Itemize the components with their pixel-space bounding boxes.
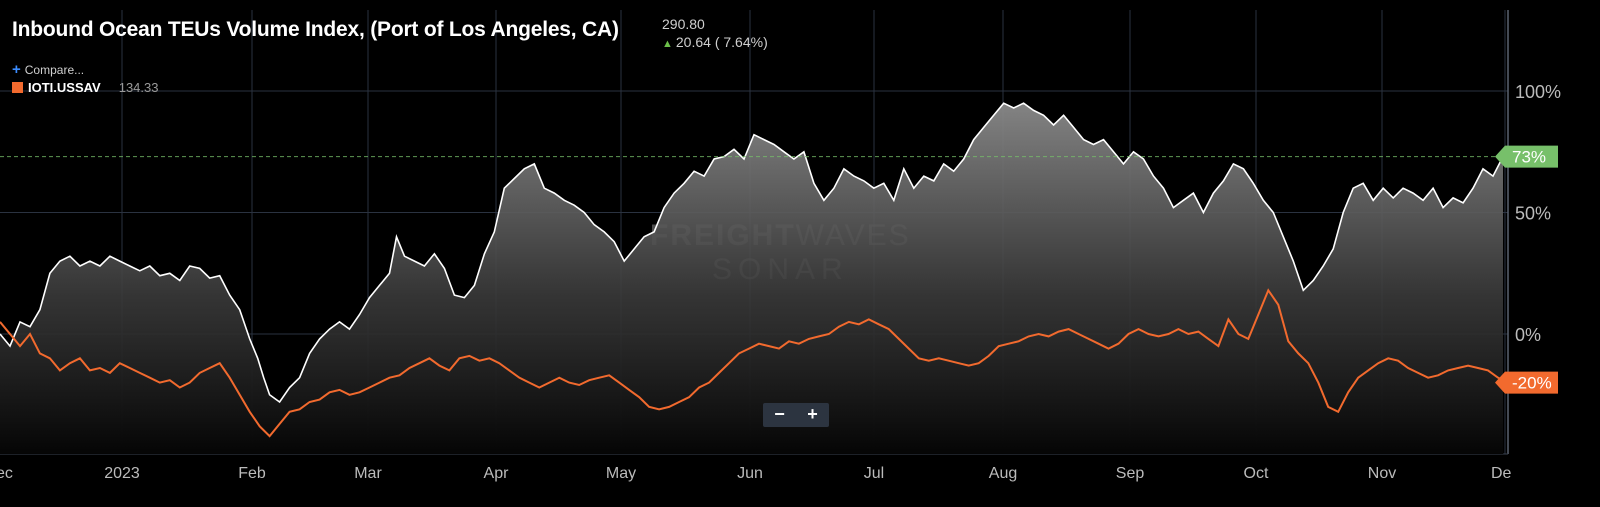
x-tick-label: Jun <box>737 465 763 482</box>
y-tick-label: 100% <box>1515 82 1561 102</box>
end-marker-white-bg <box>1495 145 1558 168</box>
x-tick-label: Sep <box>1116 465 1145 482</box>
x-tick-label: ec <box>0 465 13 482</box>
plus-icon: + <box>12 61 21 78</box>
last-value: 290.80 <box>662 16 705 32</box>
x-tick-label: Oct <box>1244 465 1269 482</box>
series-legend-item[interactable]: IOTI.USSAV 134.33 <box>12 80 158 95</box>
compare-button[interactable]: + Compare... <box>12 61 84 78</box>
series-value: 134.33 <box>118 80 159 95</box>
zoom-in-button[interactable]: + <box>807 404 818 424</box>
change-text: 20.64 ( 7.64%) <box>675 34 768 50</box>
orange-swatch-icon <box>12 82 23 93</box>
x-tick-label: Nov <box>1368 465 1396 482</box>
end-marker-white-label: 73% <box>1512 148 1546 167</box>
x-tick-label: Apr <box>484 465 510 482</box>
x-tick-label: De <box>1491 465 1512 482</box>
x-tick-label: Mar <box>354 465 382 482</box>
x-tick-label: Aug <box>989 465 1017 482</box>
zoom-controls: − + <box>763 403 829 427</box>
end-marker-orange-bg <box>1495 371 1558 394</box>
up-arrow-icon: ▲ <box>662 38 673 50</box>
change-value: ▲ 20.64 ( 7.64%) <box>662 34 768 50</box>
series-white-area <box>0 103 1504 454</box>
zoom-out-button[interactable]: − <box>774 404 785 424</box>
x-tick-label: 2023 <box>104 465 140 482</box>
y-tick-label: 50% <box>1515 204 1551 224</box>
series-name: IOTI.USSAV <box>28 80 101 95</box>
series-orange-line <box>0 288 1509 438</box>
x-tick-label: Feb <box>238 465 266 482</box>
x-tick-label: Jul <box>864 465 884 482</box>
y-tick-label: 0% <box>1515 325 1541 345</box>
end-marker-orange-label: -20% <box>1512 374 1552 393</box>
x-tick-label: May <box>606 465 636 482</box>
series-white-line <box>0 102 1504 404</box>
compare-label: Compare... <box>24 63 85 77</box>
chart-title: Inbound Ocean TEUs Volume Index, (Port o… <box>12 18 619 41</box>
